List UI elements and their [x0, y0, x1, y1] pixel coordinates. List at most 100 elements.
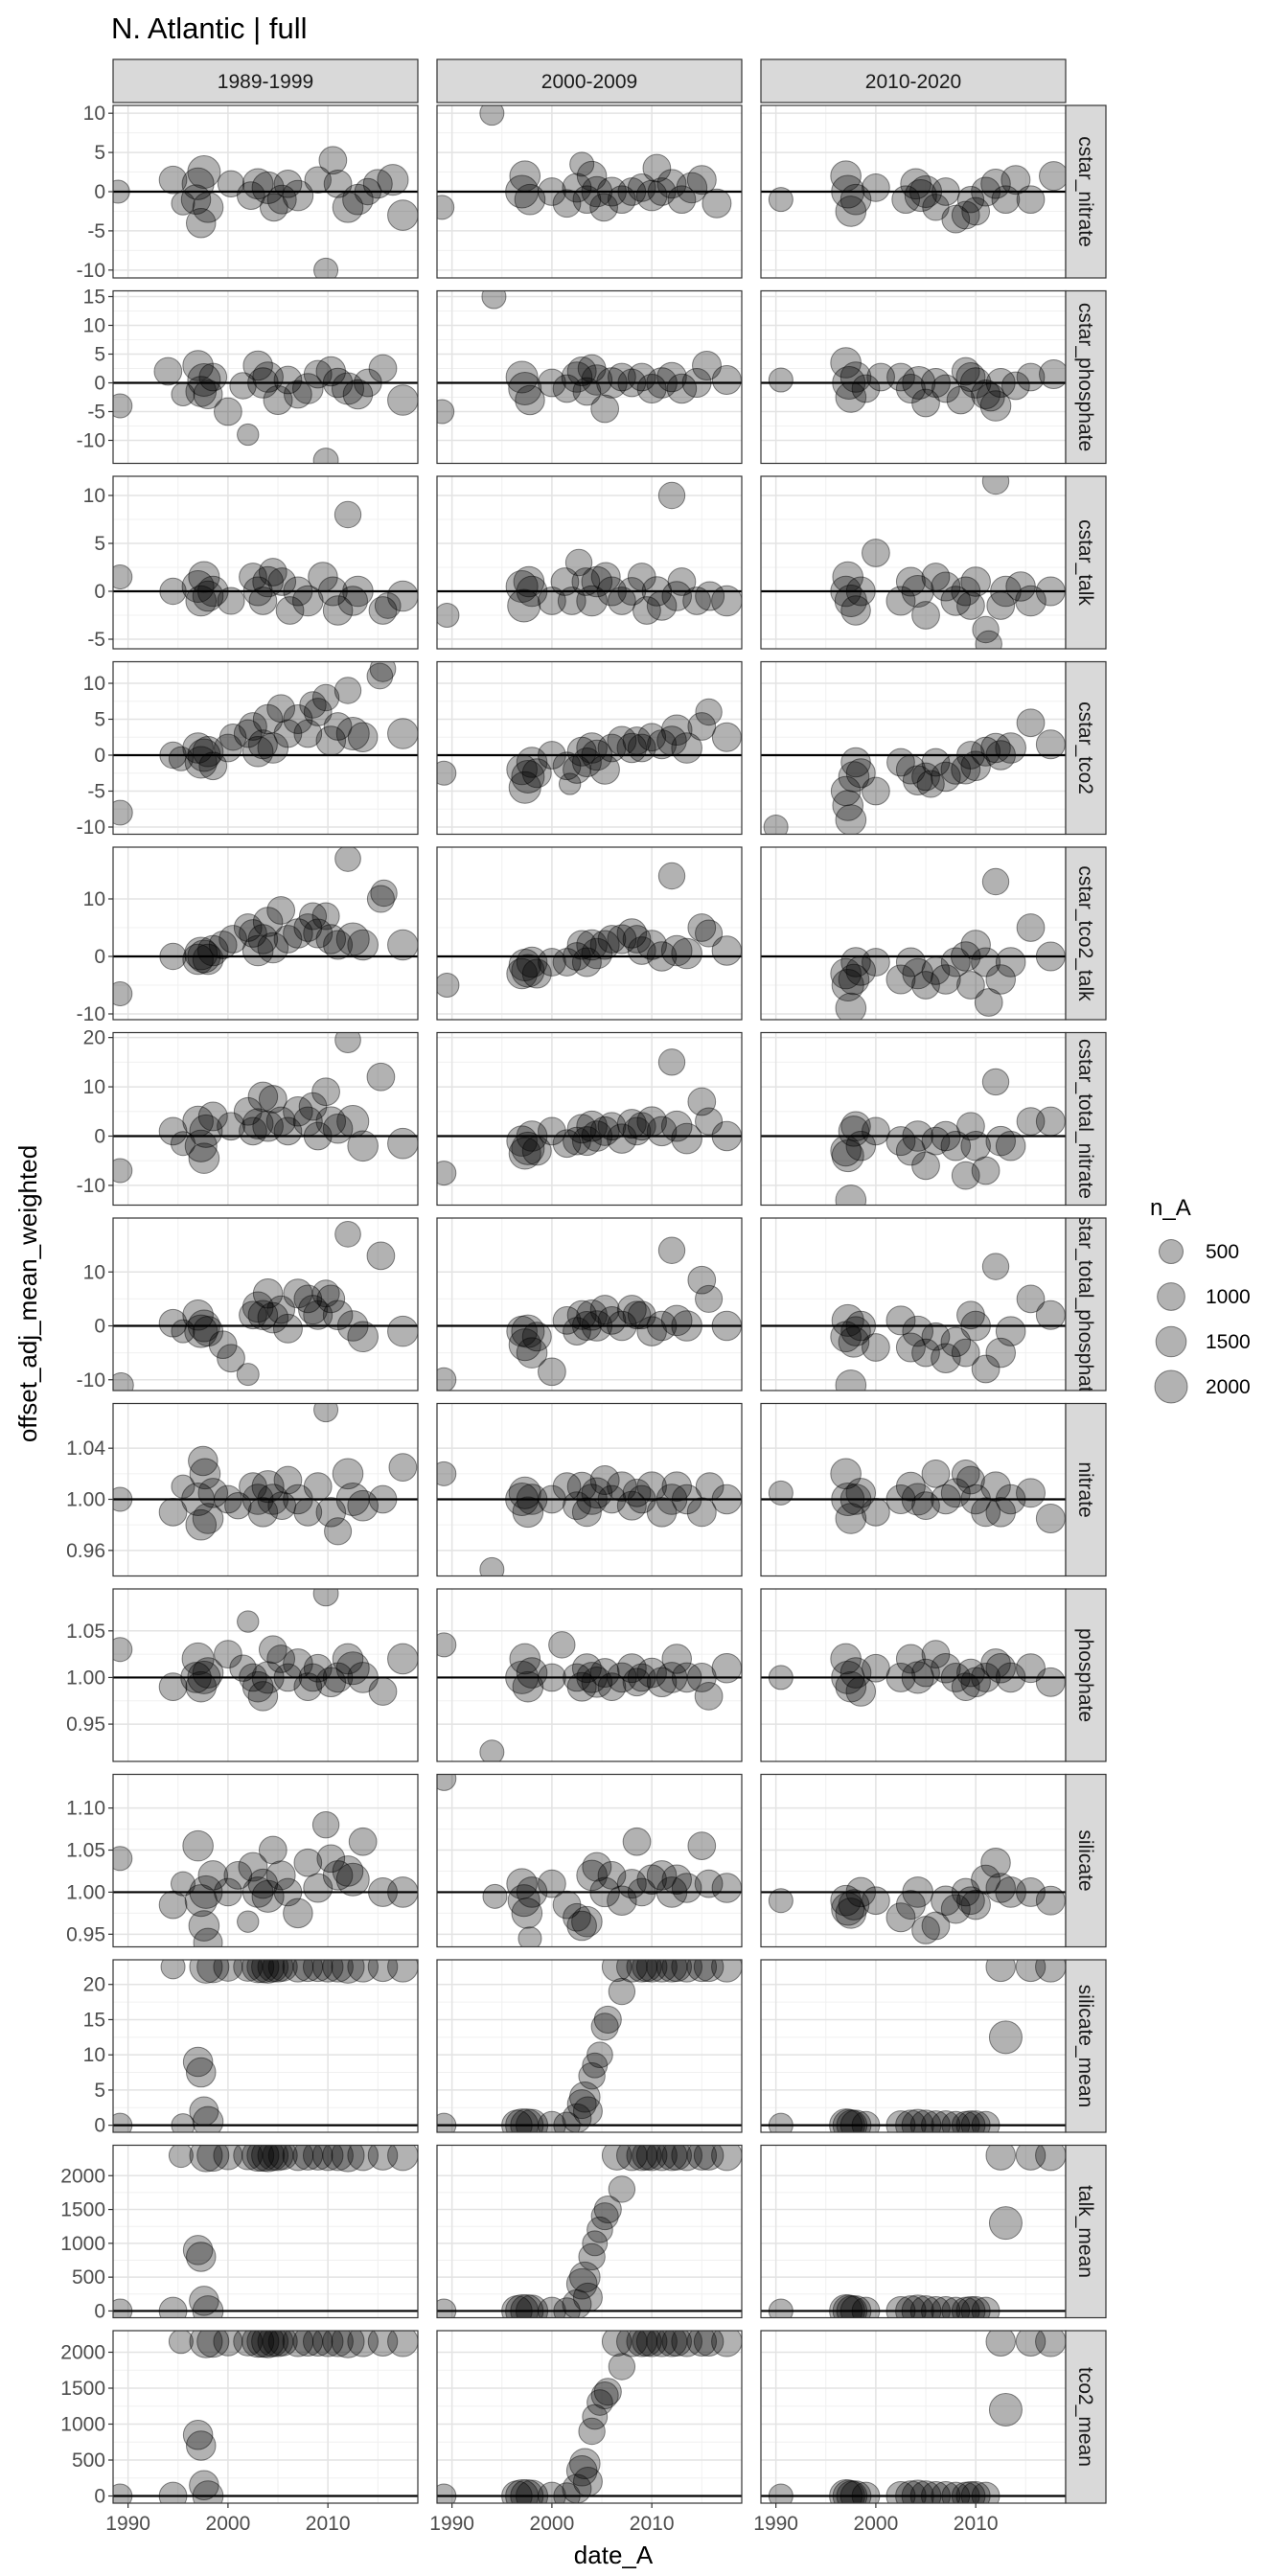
data-point [552, 1129, 582, 1159]
panel-background [437, 661, 742, 835]
data-point [506, 1868, 538, 1899]
data-point [607, 1471, 637, 1502]
panel-background [113, 1774, 418, 1947]
data-point [831, 1660, 865, 1694]
data-point [627, 1877, 656, 1907]
panel-cstar_tco2-0 [112, 660, 419, 836]
row-strip-label-wrap: cstar_nitrate [1074, 136, 1096, 247]
data-point [331, 2145, 365, 2173]
row-strip-label: silicate_mean [1074, 1985, 1096, 2107]
panel-cstar_talk-1 [436, 475, 743, 650]
data-point [208, 1330, 238, 1360]
data-point [252, 1277, 284, 1309]
data-point [267, 2331, 298, 2357]
data-point [113, 2112, 133, 2132]
data-point [251, 171, 285, 204]
data-point [197, 1101, 228, 1132]
data-point [516, 575, 548, 608]
data-point [597, 1672, 627, 1702]
data-point [562, 2103, 592, 2132]
data-point [831, 968, 864, 1002]
data-point [377, 164, 409, 196]
data-point [768, 1665, 794, 1690]
data-point [303, 359, 333, 389]
data-point [217, 1112, 245, 1141]
data-point [247, 1681, 279, 1712]
data-point [956, 591, 985, 620]
data-point [516, 747, 548, 778]
panel-background [113, 847, 418, 1020]
data-point [671, 1484, 702, 1515]
points [113, 1810, 418, 1947]
panel-border [112, 1959, 419, 2133]
data-point [616, 1869, 647, 1899]
data-point [158, 165, 188, 195]
data-point [292, 585, 324, 617]
data-point [538, 1116, 566, 1146]
data-point [895, 566, 926, 597]
data-point [113, 799, 133, 826]
data-point [214, 733, 242, 763]
data-point [479, 1739, 505, 1761]
data-point [538, 1869, 566, 1898]
data-point [315, 924, 347, 954]
data-point [931, 2295, 961, 2318]
data-point [886, 2295, 916, 2318]
data-point [185, 2430, 217, 2461]
data-point [900, 168, 932, 200]
data-point [263, 385, 293, 415]
data-point [589, 1116, 620, 1146]
data-point [293, 1284, 323, 1314]
data-point [920, 368, 951, 398]
points [113, 1221, 418, 1391]
data-point [168, 746, 194, 771]
panel-phosphate-2 [760, 1588, 1067, 1762]
data-point [273, 719, 303, 748]
data-point [931, 1120, 961, 1152]
data-point [181, 167, 215, 200]
data-point [686, 1960, 718, 1983]
data-point [862, 1333, 890, 1362]
data-point [265, 1106, 296, 1137]
data-point [636, 1864, 667, 1896]
points [113, 500, 418, 626]
column-strip-label-2: 2010-2020 [865, 71, 961, 93]
data-point [627, 1663, 656, 1692]
data-point [237, 181, 265, 210]
y-tick-label: -10 [77, 1003, 105, 1025]
data-point [185, 207, 217, 239]
data-point [589, 754, 620, 785]
data-point [193, 380, 223, 409]
data-point [552, 751, 582, 781]
data-point [342, 183, 374, 216]
data-point [955, 2481, 986, 2503]
data-point [153, 356, 183, 386]
data-point [577, 354, 607, 383]
data-point [538, 586, 566, 615]
data-point [315, 725, 347, 756]
data-point [247, 729, 278, 760]
data-point [273, 1116, 303, 1146]
data-point [971, 2296, 1000, 2318]
data-point [242, 168, 274, 200]
data-point [1039, 161, 1066, 192]
panel-background [113, 661, 418, 835]
data-point [985, 1125, 1016, 1157]
data-point [387, 929, 418, 961]
data-point [656, 1662, 688, 1693]
data-point [557, 586, 586, 615]
data-point [830, 1643, 862, 1675]
data-point [956, 1112, 985, 1141]
data-point [607, 1662, 637, 1693]
legend-key-circle [1154, 1369, 1188, 1404]
data-point [170, 1871, 196, 1897]
data-point [622, 1116, 652, 1146]
data-point [387, 2145, 418, 2172]
data-point [518, 1926, 542, 1947]
data-point [656, 361, 687, 393]
data-point [831, 1892, 865, 1926]
data-point [845, 576, 876, 607]
data-point [266, 896, 296, 925]
data-point [851, 2110, 881, 2132]
panel-cstar_phosphate-0 [112, 289, 419, 465]
